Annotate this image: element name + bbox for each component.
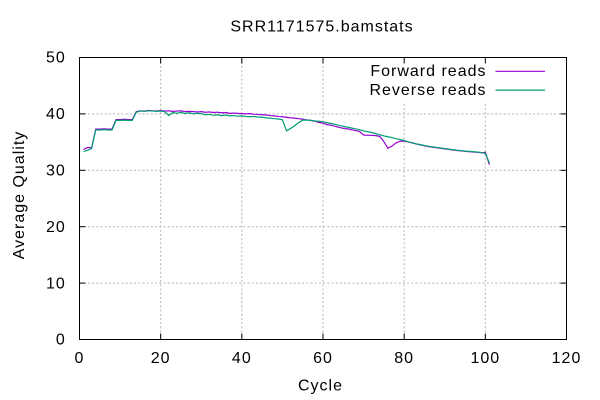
svg-text:0: 0 bbox=[56, 332, 66, 349]
svg-text:Forward reads: Forward reads bbox=[370, 63, 486, 80]
svg-text:50: 50 bbox=[46, 50, 66, 67]
svg-text:20: 20 bbox=[151, 350, 171, 367]
svg-text:SRR1171575.bamstats: SRR1171575.bamstats bbox=[230, 19, 413, 36]
svg-text:100: 100 bbox=[470, 350, 500, 367]
svg-text:40: 40 bbox=[46, 106, 66, 123]
svg-text:80: 80 bbox=[394, 350, 414, 367]
svg-text:Average Quality: Average Quality bbox=[11, 131, 28, 260]
svg-text:40: 40 bbox=[232, 350, 252, 367]
svg-text:0: 0 bbox=[75, 350, 85, 367]
svg-text:10: 10 bbox=[46, 275, 66, 292]
svg-text:30: 30 bbox=[46, 163, 66, 180]
svg-text:Reverse reads: Reverse reads bbox=[369, 82, 486, 99]
svg-text:20: 20 bbox=[46, 219, 66, 236]
svg-text:60: 60 bbox=[313, 350, 333, 367]
svg-text:120: 120 bbox=[552, 350, 582, 367]
svg-text:Cycle: Cycle bbox=[298, 378, 343, 395]
